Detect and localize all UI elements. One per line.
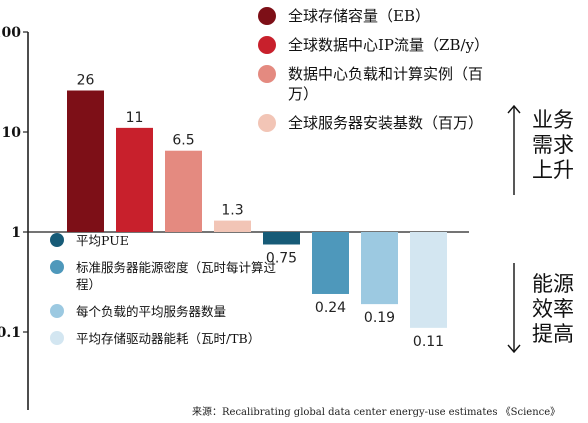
y-tick-label: 10 bbox=[2, 125, 22, 141]
legend-label: 标准服务器能源密度（瓦时每计算过程） bbox=[76, 260, 277, 292]
bar-4 bbox=[214, 220, 251, 232]
legend-label: 平均PUE bbox=[76, 233, 129, 248]
bar-7 bbox=[361, 232, 398, 305]
legend-item-drive-energy: 平均存储驱动器能耗（瓦时/TB） bbox=[50, 330, 290, 347]
bar-value-label: 1.3 bbox=[221, 203, 243, 219]
legend-item-ip-traffic: 全球数据中心IP流量（ZB/y） bbox=[258, 35, 503, 55]
arrow-down-icon bbox=[507, 263, 521, 354]
legend-item-servers-per-workload: 每个负载的平均服务器数量 bbox=[50, 303, 290, 320]
bar-value-label: 0.11 bbox=[413, 334, 444, 350]
legend-label: 全球服务器安装基数（百万） bbox=[288, 114, 484, 132]
legend-swatch bbox=[258, 36, 276, 54]
bar-value-label: 0.24 bbox=[315, 300, 346, 316]
arrow-up-icon bbox=[507, 104, 521, 195]
bars-group bbox=[67, 90, 447, 328]
legend-label: 全球数据中心IP流量（ZB/y） bbox=[288, 36, 489, 54]
legend-item-server-base: 全球服务器安装基数（百万） bbox=[258, 113, 503, 133]
legend-item-server-energy: 标准服务器能源密度（瓦时每计算过程） bbox=[50, 259, 290, 293]
legend-swatch bbox=[258, 65, 276, 83]
legend-swatch bbox=[50, 260, 64, 274]
bar-value-label: 26 bbox=[77, 73, 95, 89]
legend-item-storage: 全球存储容量（EB） bbox=[258, 6, 503, 26]
legend-item-workloads: 数据中心负载和计算实例（百万） bbox=[258, 64, 503, 104]
y-tick-label: 1 bbox=[11, 225, 21, 241]
legend-item-pue: 平均PUE bbox=[50, 232, 290, 249]
bar-value-label: 0.75 bbox=[266, 250, 297, 266]
bar-1 bbox=[67, 90, 104, 233]
bar-value-label: 11 bbox=[126, 110, 144, 126]
legend-label: 平均存储驱动器能耗（瓦时/TB） bbox=[76, 331, 261, 346]
legend-growth: 全球存储容量（EB） 全球数据中心IP流量（ZB/y） 数据中心负载和计算实例（… bbox=[258, 6, 503, 142]
legend-efficiency: 平均PUE 标准服务器能源密度（瓦时每计算过程） 每个负载的平均服务器数量 平均… bbox=[50, 232, 290, 357]
legend-swatch bbox=[50, 331, 64, 345]
y-tick-label: 0.1 bbox=[0, 325, 21, 341]
side-label-demand: 业务需求上升 bbox=[532, 108, 574, 182]
bar-labels-group: 26 11 6.5 1.3 0.75 0.24 0.19 0.11 bbox=[77, 73, 445, 350]
bar-2 bbox=[116, 127, 153, 232]
legend-swatch bbox=[50, 233, 64, 247]
legend-label: 全球存储容量（EB） bbox=[288, 7, 430, 25]
legend-swatch bbox=[258, 114, 276, 132]
bar-3 bbox=[165, 150, 202, 232]
bar-value-label: 0.19 bbox=[364, 310, 395, 326]
y-tick-label: 100 bbox=[0, 25, 21, 41]
legend-swatch bbox=[50, 304, 64, 318]
bar-6 bbox=[312, 232, 349, 294]
side-label-efficiency: 能源效率提高 bbox=[532, 272, 574, 346]
bar-value-label: 6.5 bbox=[172, 133, 194, 149]
source-note: 来源：Recalibrating global data center ener… bbox=[192, 407, 561, 418]
legend-label: 数据中心负载和计算实例（百万） bbox=[288, 65, 484, 103]
legend-swatch bbox=[258, 7, 276, 25]
bar-5 bbox=[263, 232, 300, 245]
bar-8 bbox=[410, 232, 447, 328]
legend-label: 每个负载的平均服务器数量 bbox=[76, 304, 227, 319]
